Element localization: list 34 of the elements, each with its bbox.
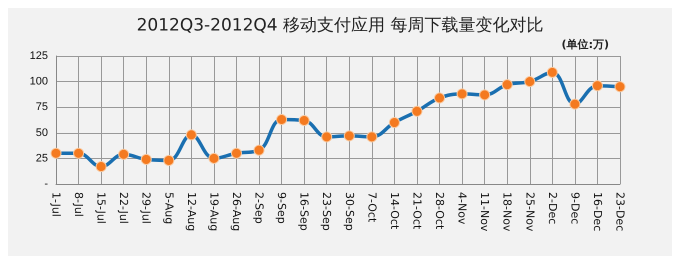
x-tick-label: 18-Nov: [500, 192, 514, 232]
x-tick-label: 12-Aug: [184, 192, 198, 232]
x-tick-label: 22-Jul: [117, 192, 130, 224]
x-tick-label: 16-Dec: [590, 192, 604, 232]
x-tick-label: 8-Jul: [72, 192, 86, 217]
y-tick-label: 50: [36, 126, 48, 139]
x-tick-label: 2-Dec: [546, 192, 559, 224]
y-tick-label: 125: [30, 50, 48, 62]
x-tick-label: 4-Nov: [456, 192, 469, 225]
y-tick-label: 75: [36, 101, 48, 114]
x-tick-label: 9-Sep: [275, 192, 288, 224]
x-tick-label: 21-Oct: [410, 192, 424, 230]
chart-subtitle: (单位:万): [562, 38, 610, 51]
x-tick-label: 11-Nov: [478, 192, 492, 232]
x-tick-label: 30-Sep: [342, 192, 356, 231]
x-tick-label: 9-Dec: [568, 192, 582, 224]
x-tick-label: 15-Jul: [94, 192, 108, 224]
x-tick-label: 19-Aug: [207, 192, 220, 232]
x-tick-label: 1-Jul: [50, 192, 62, 217]
x-tick-label: 5-Aug: [162, 192, 176, 224]
x-tick-label: 28-Oct: [433, 192, 446, 230]
y-tick-label: 25: [36, 152, 48, 164]
x-tick-label: 26-Aug: [230, 192, 243, 232]
x-tick-label: 14-Oct: [388, 192, 401, 230]
x-tick-label: 25-Nov: [523, 192, 536, 232]
x-tick-label: 16-Sep: [298, 192, 311, 231]
x-tick-label: 23-Sep: [320, 192, 334, 231]
x-tick-label: 7-Oct: [365, 192, 378, 223]
y-tick-label: 100: [30, 76, 48, 88]
x-tick-label: 29-Jul: [140, 192, 153, 224]
x-tick-label: 2-Sep: [252, 192, 266, 224]
chart-title: 2012Q3-2012Q4 移动支付应用 每周下载量变化对比: [136, 16, 544, 36]
x-tick-label: 23-Dec: [614, 192, 626, 232]
y-tick-label: -: [44, 178, 48, 190]
